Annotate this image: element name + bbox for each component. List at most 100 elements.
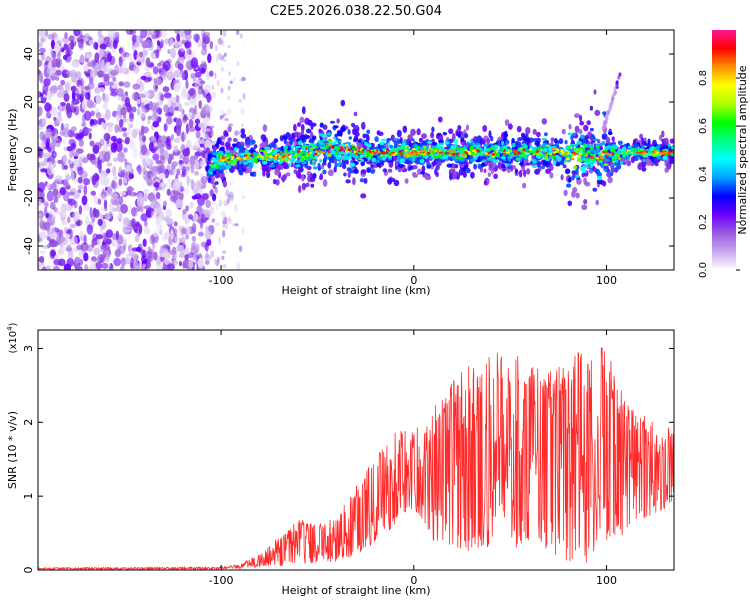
signal-blob [221, 156, 225, 158]
signal-blob [322, 146, 326, 150]
signal-blob [590, 141, 594, 145]
noise-blob [38, 72, 44, 83]
signal-blob [466, 141, 470, 145]
signal-blob [622, 153, 626, 158]
noise-blob [98, 48, 104, 59]
noise-blob [103, 36, 110, 41]
snr-multiplier-close: ) [8, 322, 19, 326]
signal-blob [487, 172, 492, 178]
noise-blob [81, 122, 87, 127]
signal-blob [595, 199, 599, 206]
noise-blob [61, 179, 69, 186]
signal-blob [285, 131, 290, 138]
noise-blob [234, 130, 239, 136]
noise-blob [159, 145, 164, 154]
noise-blob [181, 108, 185, 115]
y-tick-label: 0 [22, 147, 35, 154]
signal-blob [583, 199, 588, 205]
signal-blob [454, 156, 460, 160]
signal-blob [387, 168, 393, 173]
signal-blob [423, 145, 427, 150]
noise-blob [216, 55, 219, 63]
signal-blob [611, 159, 617, 162]
signal-blob [343, 172, 347, 177]
signal-blob [318, 132, 323, 137]
signal-blob [490, 156, 496, 162]
signal-blob [297, 122, 302, 127]
signal-blob [225, 141, 231, 148]
signal-blob [329, 120, 336, 124]
signal-blob [330, 149, 334, 155]
noise-blob [178, 252, 185, 258]
signal-blob [640, 150, 644, 153]
noise-blob [49, 183, 57, 189]
signal-blob [465, 167, 471, 174]
signal-blob [207, 156, 211, 162]
noise-blob [102, 93, 109, 104]
noise-blob [38, 106, 43, 117]
signal-blob [282, 152, 286, 154]
noise-blob [131, 91, 138, 101]
signal-blob [357, 150, 360, 153]
signal-blob [627, 145, 632, 149]
signal-blob [269, 155, 273, 159]
signal-blob [413, 143, 418, 148]
signal-blob [502, 152, 506, 156]
noise-blob [83, 252, 89, 262]
noise-blob [100, 174, 107, 186]
noise-blob [196, 205, 203, 217]
noise-blob [203, 31, 211, 38]
signal-blob [436, 150, 440, 153]
x-tick-label: 0 [410, 274, 417, 287]
noise-blob [99, 151, 103, 160]
noise-blob [241, 227, 245, 235]
streak-blob [615, 80, 619, 85]
y-tick-label: 1 [22, 493, 35, 500]
noise-blob [67, 216, 71, 223]
signal-blob [578, 154, 581, 158]
noise-blob [236, 61, 240, 67]
noise-blob [83, 110, 92, 121]
signal-blob [307, 152, 310, 156]
signal-blob [426, 152, 429, 155]
noise-blob [62, 127, 70, 138]
colorbar-tick-label: 0.8 [698, 70, 709, 86]
signal-blob [350, 122, 356, 128]
signal-blob [566, 183, 572, 188]
signal-blob [626, 149, 631, 152]
snr-plot-area [38, 347, 674, 570]
noise-blob [212, 84, 214, 90]
noise-blob [43, 93, 47, 99]
x-tick-label: -100 [209, 274, 234, 287]
signal-blob [548, 160, 552, 165]
noise-blob [205, 252, 209, 258]
signal-blob [514, 150, 517, 154]
signal-blob [236, 157, 240, 160]
noise-blob [119, 191, 126, 196]
noise-blob [107, 125, 113, 133]
signal-blob [419, 158, 425, 164]
noise-blob [114, 124, 120, 133]
signal-blob [566, 145, 572, 150]
noise-blob [105, 238, 112, 245]
signal-blob [482, 139, 486, 145]
noise-blob [111, 180, 118, 190]
streak-blob [605, 117, 608, 122]
signal-blob [409, 165, 413, 169]
noise-blob [42, 84, 49, 95]
noise-blob [78, 129, 85, 140]
signal-blob [589, 147, 594, 150]
noise-blob [159, 172, 166, 179]
signal-blob [249, 156, 253, 159]
noise-blob [201, 194, 209, 201]
noise-blob [103, 132, 111, 142]
signal-blob [596, 171, 602, 178]
signal-blob [271, 143, 276, 147]
signal-blob [221, 157, 225, 160]
noise-blob [127, 185, 133, 196]
noise-blob [64, 32, 68, 39]
signal-blob [344, 159, 349, 165]
noise-blob [112, 157, 119, 162]
spectrogram-ylabel: Frequency (Hz) [6, 109, 19, 192]
